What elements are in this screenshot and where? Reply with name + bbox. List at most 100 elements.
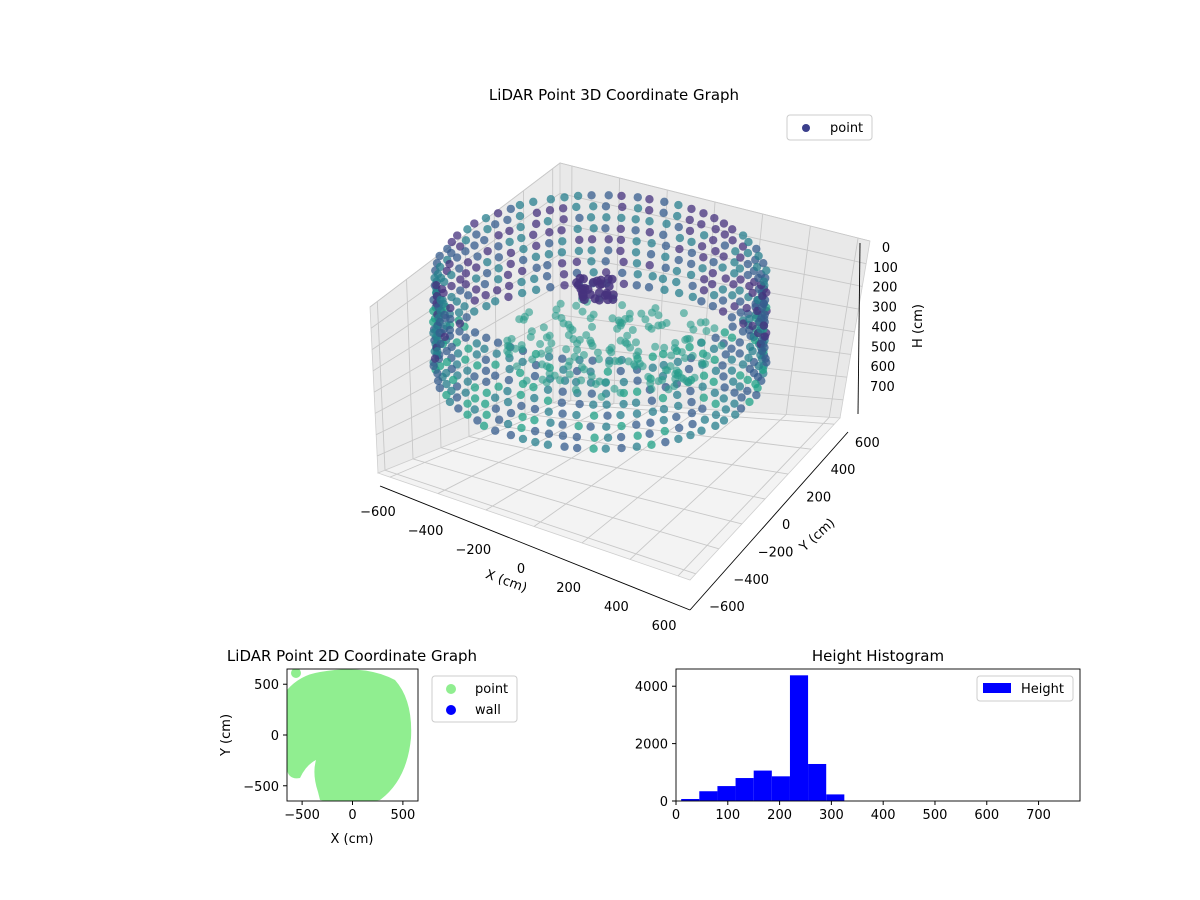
point-3d [440,277,449,287]
point-3d [619,257,628,267]
y-tick-label-histogram: 2000 [635,738,668,753]
x-tick-label-2d: 0 [348,808,356,823]
point-3d [686,270,696,280]
point-3d-floor [575,335,584,344]
point-3d [455,319,465,328]
point-3d-floor [522,376,531,385]
point-3d [481,213,491,223]
y-tick-3d [745,548,752,549]
y-tick-label-histogram: 4000 [635,680,668,695]
point-3d [711,333,720,343]
point-3d [543,440,553,449]
point-3d [718,296,728,305]
point-3d [516,390,525,400]
point-3d [492,286,502,295]
point-3d [662,219,671,229]
point-3d [463,225,472,234]
point-3d [742,303,751,313]
point-3d [480,279,490,289]
point-3d [759,259,768,268]
point-3d [760,343,769,352]
point-3d [748,288,757,298]
x-tick-label-2d: 500 [390,808,415,823]
point-3d [719,372,728,381]
point-3d [674,288,684,298]
point-3d [687,204,696,214]
point-3d [710,213,719,223]
point-3d [452,393,462,402]
x-tick-3d [627,586,630,592]
point-3d [433,347,442,356]
point-3d [433,376,443,385]
x-tick-3d [675,605,678,611]
point-3d [572,257,582,267]
point-3d-floor [565,357,574,366]
point-3d-floor [588,322,597,331]
point-3d [674,401,683,411]
x-tick-3d [437,510,440,516]
point-3d [455,264,464,273]
point-3d [727,333,737,342]
point-3d [698,404,707,413]
point-3d [574,421,583,431]
point-3d [463,258,473,267]
grid-line-y [440,447,743,525]
point-3d [752,262,762,272]
point-3d [503,386,512,396]
point-3d [735,349,744,358]
point-3d-floor [613,324,622,333]
point-3d [672,412,681,422]
point-3d [490,220,500,229]
point-3d [631,398,641,407]
point-3d [470,307,479,316]
point-3d [493,209,503,218]
point-3d [442,357,452,367]
histogram-bar [789,675,809,801]
point-3d-floor [555,376,564,385]
point-3d [482,333,491,343]
point-3d [494,415,504,424]
point-3d-floor [664,385,673,394]
point-3d-floor [594,355,603,364]
point-3d-floor [544,346,553,355]
point-3d [557,398,567,407]
y-tick-3d [769,521,776,522]
point-3d [616,235,626,245]
point-3d [491,360,500,369]
point-3d [730,399,739,408]
point-3d [532,208,542,218]
point-3d [463,366,472,375]
point-3d [455,327,464,336]
point-3d [647,239,656,248]
point-3d [632,259,642,268]
point-3d [735,264,745,273]
point-3d-center [592,276,602,286]
point-3d [479,421,489,431]
point-3d [447,281,456,291]
point-3d-floor [538,375,547,384]
point-3d [587,257,596,266]
point-3d [645,228,655,237]
point-3d [661,241,671,251]
point-3d-floor [703,351,712,360]
grid-line-y-wall [376,301,386,471]
y-tick-label-2d: −500 [243,780,279,795]
x-tick-3d [532,548,535,554]
point-3d [619,377,629,387]
point-3d [557,259,567,268]
point-3d [504,375,514,385]
point-3d [586,213,596,222]
y-tick-3d [793,494,800,495]
point-3d-floor [685,334,694,343]
point-3d [558,420,567,429]
y-tick-3d [818,466,825,467]
point-3d [728,322,737,331]
point-3d [721,350,730,359]
point-3d-floor [565,370,574,379]
x-tick-label-3d: −600 [360,505,396,520]
point-3d [447,270,456,280]
point-3d [516,222,525,232]
z-tick-label-3d: 400 [872,320,897,335]
x-tick-3d [484,529,487,535]
point-3d [672,390,682,400]
